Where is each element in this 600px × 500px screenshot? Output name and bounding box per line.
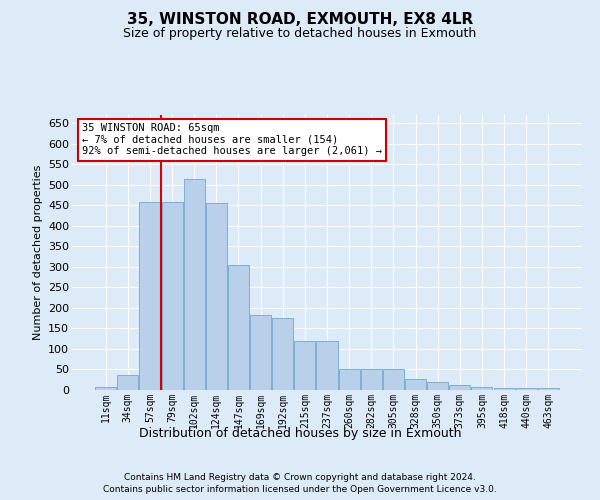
Bar (139, 202, 160, 390)
Bar (161, 202, 182, 390)
Bar (295, 341, 316, 390)
Bar (383, 369, 404, 390)
Y-axis label: Number of detached properties: Number of detached properties (32, 165, 43, 340)
Bar (538, 388, 559, 390)
Bar (449, 384, 470, 390)
Bar (228, 265, 249, 390)
Bar (95, 387, 116, 390)
Text: Distribution of detached houses by size in Exmouth: Distribution of detached houses by size … (139, 428, 461, 440)
Text: Size of property relative to detached houses in Exmouth: Size of property relative to detached ho… (124, 28, 476, 40)
Bar (272, 318, 293, 390)
Bar (405, 378, 426, 390)
Text: 35 WINSTON ROAD: 65sqm
← 7% of detached houses are smaller (154)
92% of semi-det: 35 WINSTON ROAD: 65sqm ← 7% of detached … (82, 123, 382, 156)
Text: Contains HM Land Registry data © Crown copyright and database right 2024.: Contains HM Land Registry data © Crown c… (124, 472, 476, 482)
Bar (206, 203, 227, 390)
Bar (338, 369, 359, 390)
Bar (118, 375, 139, 390)
Bar (361, 369, 382, 390)
Bar (472, 386, 493, 390)
Bar (515, 388, 536, 390)
Bar (427, 382, 448, 390)
Bar (184, 178, 205, 390)
Text: Contains public sector information licensed under the Open Government Licence v3: Contains public sector information licen… (103, 485, 497, 494)
Bar (250, 316, 271, 390)
Bar (494, 388, 515, 390)
Text: 35, WINSTON ROAD, EXMOUTH, EX8 4LR: 35, WINSTON ROAD, EXMOUTH, EX8 4LR (127, 12, 473, 28)
Bar (316, 341, 338, 390)
